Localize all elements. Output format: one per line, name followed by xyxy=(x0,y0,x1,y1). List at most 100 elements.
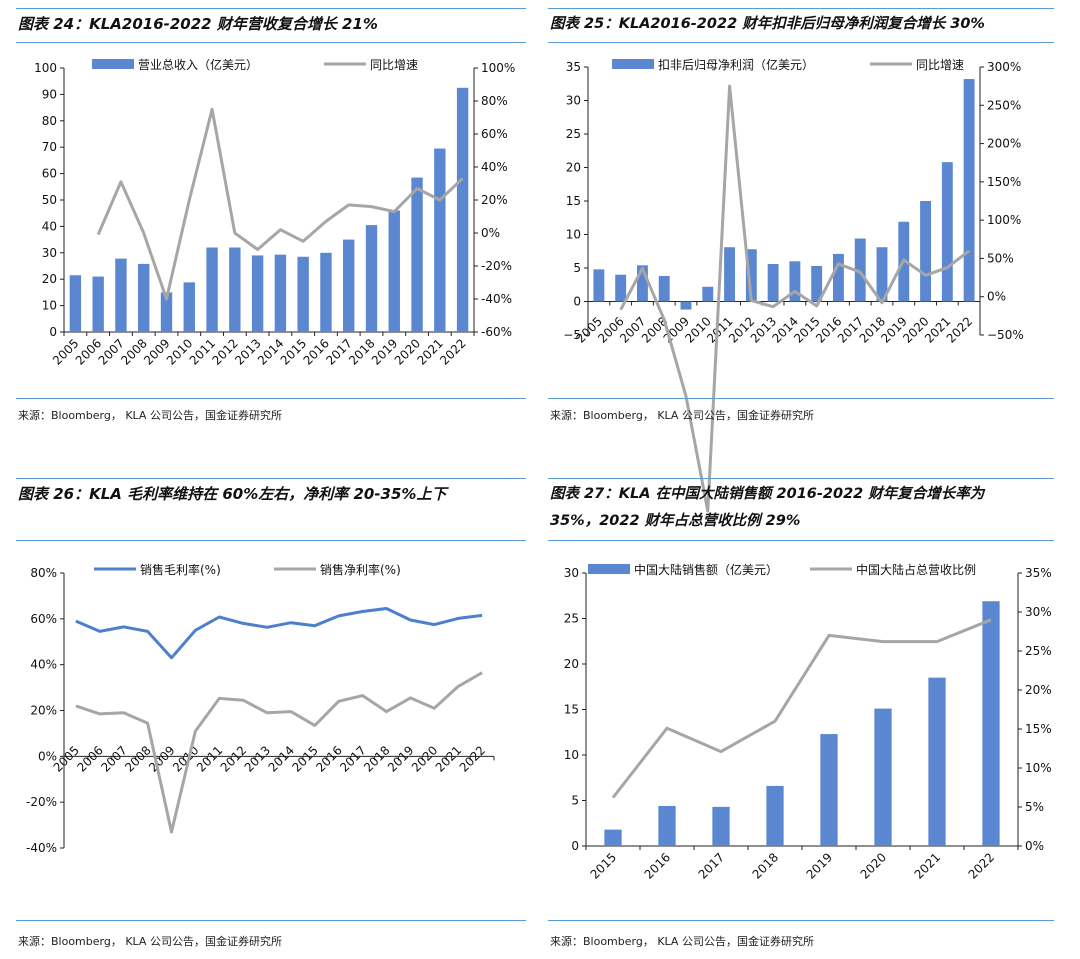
left-tick-label: 60 xyxy=(42,167,57,181)
bar xyxy=(115,258,127,332)
x-tick-label: 2005 xyxy=(51,743,82,774)
bar xyxy=(251,255,264,332)
figure-title-line-1: 图表 27：KLA 在中国大陆销售额 2016-2022 财年复合增长率为 xyxy=(550,486,985,502)
source-rule xyxy=(16,920,526,921)
left-tick-label: 70 xyxy=(42,140,57,154)
x-tick-label: 2015 xyxy=(588,850,619,881)
x-tick-label: 2020 xyxy=(409,743,440,774)
x-tick-label: 2011 xyxy=(194,743,225,774)
legend-label: 扣非后归母净利润（亿美元） xyxy=(658,57,814,72)
left-tick-label: 100 xyxy=(34,61,57,75)
legend-swatch-bar xyxy=(588,564,630,574)
left-tick-label: 20 xyxy=(566,161,581,175)
right-tick-label: 30% xyxy=(1025,605,1052,619)
x-tick-label: 2020 xyxy=(858,850,889,881)
title-bottom-rule xyxy=(16,540,526,541)
left-tick-label: 35 xyxy=(566,60,581,74)
bar xyxy=(69,275,82,332)
series-line xyxy=(619,84,971,513)
right-tick-label: 250% xyxy=(987,98,1021,112)
right-tick-label: -60% xyxy=(481,325,512,339)
legend-label: 销售毛利率(%) xyxy=(140,562,221,577)
x-tick-label: 2012 xyxy=(218,743,249,774)
chart-27: 0 5 10 15 20 25 30 0% 5% 10% 15% 20% 25% 30% 35% 2015 20… xyxy=(564,562,1052,882)
x-tick-label: 2014 xyxy=(266,743,297,774)
figure-title: 图表 26：KLA 毛利率维持在 60%左右，净利率 20-35%上下 xyxy=(18,485,447,503)
bar xyxy=(963,79,975,302)
bar xyxy=(183,282,195,332)
left-tick-label: 80 xyxy=(42,114,57,128)
legend-label: 营业总收入（亿美元） xyxy=(138,57,258,72)
series-line xyxy=(611,618,992,799)
left-tick-label: -40% xyxy=(26,841,57,855)
bar xyxy=(702,286,714,302)
x-tick-label: 2016 xyxy=(313,743,344,774)
x-tick-label: 2018 xyxy=(750,850,781,881)
right-tick-label: 100% xyxy=(987,213,1021,227)
figure-title-line-2: 35%，2022 财年占总营收比例 29% xyxy=(550,513,801,529)
left-tick-label: 40% xyxy=(30,658,57,672)
bar xyxy=(92,276,104,332)
bar xyxy=(854,238,866,302)
right-tick-label: 20% xyxy=(481,193,508,207)
bar xyxy=(343,239,355,332)
bar xyxy=(941,162,953,302)
right-tick-label: 100% xyxy=(481,61,515,75)
left-tick-label: 25 xyxy=(566,127,581,141)
bar xyxy=(320,252,332,332)
left-tick-label: 20 xyxy=(564,657,579,671)
bar xyxy=(724,247,735,302)
left-tick-label: 0% xyxy=(38,749,57,763)
bar xyxy=(365,225,378,332)
left-tick-label: 20% xyxy=(30,704,57,718)
bar xyxy=(820,734,838,846)
left-tick-label: 40 xyxy=(42,219,57,233)
bar xyxy=(637,265,648,302)
left-tick-label: −5 xyxy=(563,328,581,342)
chart-25: −5 0 5 10 15 20 25 30 35 −50% 0% 50% 100% 150% 200% 250… xyxy=(563,57,1024,513)
chart-panel-26: 图表 26：KLA 毛利率维持在 60%左右，净利率 20-35%上下 -40%… xyxy=(16,470,526,950)
right-tick-label: 80% xyxy=(481,94,508,108)
right-tick-label: 35% xyxy=(1025,566,1052,580)
right-tick-label: 0% xyxy=(1025,839,1044,853)
right-tick-label: 60% xyxy=(481,127,508,141)
x-tick-label: 2021 xyxy=(912,850,943,881)
title-bottom-rule xyxy=(548,540,1054,541)
bar xyxy=(876,247,888,302)
bar xyxy=(680,301,692,310)
right-tick-label: 300% xyxy=(987,60,1021,74)
x-tick-label: 2021 xyxy=(433,743,464,774)
x-tick-label: 2006 xyxy=(74,743,105,774)
series-line xyxy=(75,671,483,834)
bar xyxy=(874,708,892,846)
chart-26: -40%-20%0%20%40%60%80%200520062007200820… xyxy=(26,562,495,855)
title-top-rule xyxy=(548,8,1054,9)
x-tick-label: 2008 xyxy=(122,743,153,774)
left-tick-label: 0 xyxy=(573,295,581,309)
right-tick-label: 200% xyxy=(987,137,1021,151)
bar xyxy=(388,210,400,332)
bar xyxy=(658,276,670,302)
left-tick-label: 30 xyxy=(566,94,581,108)
bar xyxy=(434,148,446,332)
legend-label: 中国大陆占总营收比例 xyxy=(856,562,976,577)
x-tick-label: 2007 xyxy=(98,743,129,774)
source-note: 来源：Bloomberg， KLA 公司公告，国金证券研究所 xyxy=(550,409,814,422)
x-tick-label: 2013 xyxy=(242,743,273,774)
series-line xyxy=(96,107,464,301)
bar xyxy=(615,274,627,302)
chart-panel-24: 图表 24：KLA2016-2022 财年营收复合增长 21% 0 10 20 30 4… xyxy=(16,0,526,430)
title-bottom-rule xyxy=(16,42,526,43)
legend-label: 同比增速 xyxy=(916,58,964,72)
bar xyxy=(456,87,469,332)
bar xyxy=(604,829,622,846)
bar xyxy=(658,805,676,846)
bar xyxy=(138,263,150,332)
left-tick-label: 60% xyxy=(30,612,57,626)
figure-title: 图表 24：KLA2016-2022 财年营收复合增长 21% xyxy=(18,15,378,33)
bar xyxy=(745,249,757,302)
right-tick-label: 10% xyxy=(1025,761,1052,775)
right-tick-label: 15% xyxy=(1025,722,1052,736)
x-tick-label: 2022 xyxy=(437,336,468,367)
left-tick-label: 50 xyxy=(42,193,57,207)
